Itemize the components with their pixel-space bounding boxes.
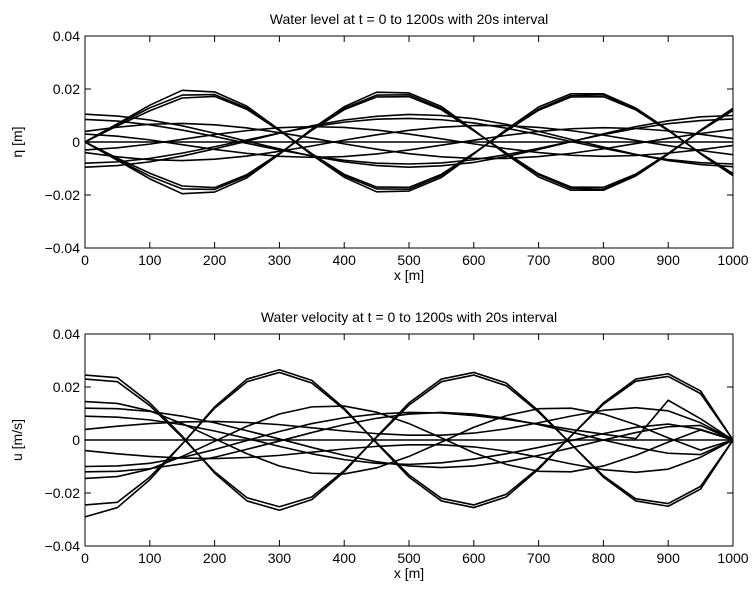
water-level-y-tick-label: −0.02 xyxy=(45,187,81,203)
water-velocity-x-tick-label: 600 xyxy=(462,550,486,566)
water-level-series-line-9 xyxy=(84,122,734,160)
water-level-x-tick-label: 600 xyxy=(462,252,486,268)
water-velocity-x-tick-label: 400 xyxy=(333,550,357,566)
water-level-x-tick-label: 800 xyxy=(592,252,616,268)
water-velocity-series-line-7 xyxy=(84,399,734,468)
water-velocity-x-tick-label: 0 xyxy=(81,550,89,566)
water-level-series-line-3 xyxy=(84,95,734,189)
water-velocity-series-line-5 xyxy=(84,400,734,475)
water-velocity-x-axis-title: x [m] xyxy=(394,565,424,581)
water-velocity-series-line-6 xyxy=(84,405,734,480)
water-level-x-axis-title: x [m] xyxy=(394,267,424,283)
water-velocity-series-line-8 xyxy=(84,415,734,466)
water-level-x-tick-label: 1000 xyxy=(717,252,748,268)
water-level-y-tick-label: 0.04 xyxy=(53,28,80,44)
water-level-y-axis-title: η [m] xyxy=(9,126,25,157)
water-velocity-y-tick-label: 0 xyxy=(72,432,80,448)
water-velocity-x-tick-label: 300 xyxy=(268,550,292,566)
water-level-series-line-5 xyxy=(84,94,734,191)
water-velocity-series-line-9 xyxy=(84,407,734,469)
water-level-chart: 0 100 200 300 400 500 600 700 800 900 1000 −0.04 −0.… xyxy=(9,11,749,283)
water-velocity-series-line-10 xyxy=(84,411,734,473)
water-level-series-line-12 xyxy=(84,126,734,159)
water-level-x-tick-label: 300 xyxy=(268,252,292,268)
water-level-x-tick-label: 900 xyxy=(657,252,681,268)
water-velocity-series-line-1 xyxy=(84,371,734,512)
water-velocity-x-tick-label: 700 xyxy=(527,550,551,566)
water-velocity-x-tick-label: 1000 xyxy=(717,550,748,566)
water-velocity-x-tick-label: 800 xyxy=(592,550,616,566)
water-level-series-line-14 xyxy=(84,117,734,165)
water-level-series-group xyxy=(84,89,734,195)
water-velocity-y-tick-label: −0.02 xyxy=(45,485,81,501)
water-level-x-tick-label: 400 xyxy=(333,252,357,268)
water-velocity-chart: 0 100 200 300 400 500 600 700 800 900 1000 −0.04 −0.… xyxy=(9,309,749,581)
water-velocity-series-line-11 xyxy=(84,406,734,441)
water-level-x-tick-label: 700 xyxy=(527,252,551,268)
water-level-y-tick-label: −0.04 xyxy=(45,240,81,256)
water-level-y-tick-label: 0 xyxy=(72,134,80,150)
water-level-chart-title: Water level at t = 0 to 1200s with 20s i… xyxy=(270,11,548,27)
water-velocity-chart-title: Water velocity at t = 0 to 1200s with 20… xyxy=(261,309,557,325)
water-velocity-y-tick-label: 0.02 xyxy=(53,379,80,395)
water-velocity-x-tick-label: 900 xyxy=(657,550,681,566)
water-level-series-line-13 xyxy=(84,118,734,165)
water-velocity-series-line-4 xyxy=(84,371,734,518)
water-velocity-series-group xyxy=(84,368,734,518)
water-level-series-line-11 xyxy=(84,125,734,158)
water-velocity-x-tick-label: 500 xyxy=(397,550,421,566)
water-level-x-tick-label: 200 xyxy=(203,252,227,268)
water-velocity-y-axis-title: u [m/s] xyxy=(9,419,25,461)
water-level-x-tick-label: 0 xyxy=(81,252,89,268)
water-level-series-line-10 xyxy=(84,124,734,162)
water-level-series-line-6 xyxy=(84,95,734,189)
water-level-series-line-1 xyxy=(84,89,734,193)
water-level-series-line-4 xyxy=(84,91,734,195)
water-level-x-tick-label: 100 xyxy=(138,252,162,268)
water-velocity-x-tick-label: 200 xyxy=(203,550,227,566)
water-level-y-tick-label: 0.02 xyxy=(53,81,80,97)
water-velocity-series-line-2 xyxy=(84,374,734,508)
water-velocity-x-tick-label: 100 xyxy=(138,550,162,566)
water-level-x-tick-label: 500 xyxy=(397,252,421,268)
water-velocity-y-tick-label: −0.04 xyxy=(45,538,81,554)
water-velocity-series-line-12 xyxy=(84,439,734,474)
water-level-series-line-2 xyxy=(84,93,734,190)
water-velocity-y-tick-label: 0.04 xyxy=(53,326,80,342)
